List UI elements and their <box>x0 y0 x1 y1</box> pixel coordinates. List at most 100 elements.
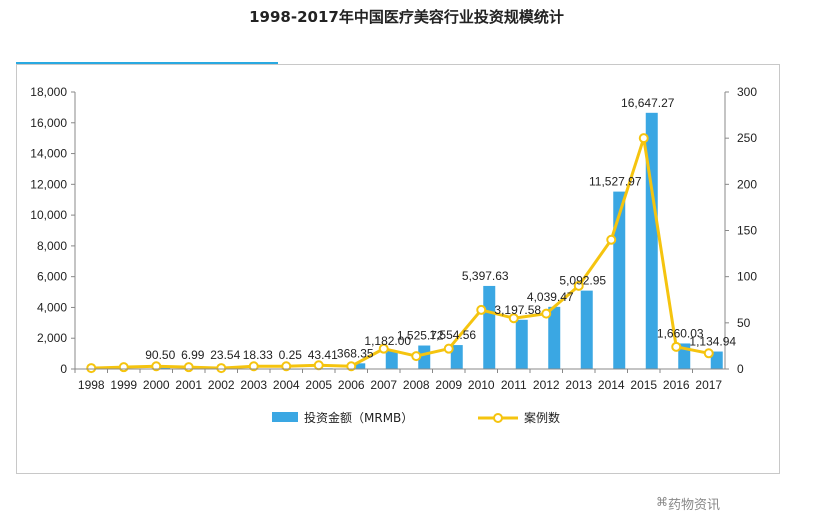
x-tick-label: 2011 <box>501 378 527 392</box>
bar-value-label: 1,134.94 <box>689 335 736 349</box>
y-right-tick-label: 150 <box>737 224 757 238</box>
line-marker <box>703 348 714 359</box>
line-marker <box>86 363 97 374</box>
bar-value-label: 6.99 <box>181 348 205 362</box>
line-marker <box>151 361 162 372</box>
x-tick-label: 2001 <box>175 378 202 392</box>
x-tick-label: 2017 <box>695 378 722 392</box>
bar-value-label: 16,647.27 <box>621 96 675 110</box>
line-marker <box>183 362 194 373</box>
y-right-tick-label: 200 <box>737 177 757 191</box>
legend: 投资金额（MRMB） 案例数 <box>272 410 560 425</box>
x-tick-label: 2009 <box>435 378 462 392</box>
bar-value-label: 3,197.58 <box>494 303 541 317</box>
bar <box>158 367 171 369</box>
bar-value-label: 43.41 <box>308 348 338 362</box>
y-right-tick-label: 0 <box>737 362 744 376</box>
y-left-tick-label: 8,000 <box>37 239 67 253</box>
line-marker <box>281 361 292 372</box>
legend-bar-swatch <box>272 412 298 422</box>
x-tick-label: 1999 <box>110 378 137 392</box>
data-labels: 90.50 6.99 23.54 18.33 0.25 43.41 368.351,182.… <box>145 96 736 362</box>
x-tick-label: 2016 <box>663 378 690 392</box>
y-left-tick-label: 14,000 <box>30 147 67 161</box>
bar-value-label: 4,039.47 <box>527 290 574 304</box>
y-left-tick-label: 0 <box>60 362 67 376</box>
wechat-icon: ⌘ <box>656 495 668 509</box>
legend-bar-label: 投资金额（MRMB） <box>304 410 413 425</box>
page-title: 1998-2017年中国医疗美容行业投资规模统计 <box>249 8 564 26</box>
line-marker <box>541 308 552 319</box>
line-path <box>91 136 710 370</box>
bar-value-label: 23.54 <box>210 348 240 362</box>
x-tick-label: 2007 <box>370 378 397 392</box>
bar <box>353 363 366 369</box>
line-marker <box>476 304 487 315</box>
y-left-tick-label: 6,000 <box>37 270 67 284</box>
bar-value-label: 1,660.03 <box>657 326 704 340</box>
legend-line-label: 案例数 <box>524 410 560 425</box>
y-left-tick-label: 10,000 <box>30 208 67 222</box>
bar <box>450 345 463 369</box>
y-right-tick-label: 250 <box>737 131 757 145</box>
bar <box>483 285 496 369</box>
bar-value-label: 5,092.95 <box>559 274 606 288</box>
line-marker <box>411 351 422 362</box>
x-tick-label: 2012 <box>533 378 560 392</box>
line-marker <box>638 133 649 144</box>
x-tick-label: 1998 <box>78 378 105 392</box>
x-tick-label: 2002 <box>208 378 235 392</box>
line-marker <box>443 343 454 354</box>
line-marker <box>216 363 227 374</box>
y-right-tick-label: 300 <box>737 85 757 99</box>
line-marker <box>248 361 259 372</box>
bar-value-label: 90.50 <box>145 348 175 362</box>
watermark: 药物资讯 <box>668 498 721 513</box>
line-series <box>86 133 714 374</box>
line-marker <box>573 280 584 291</box>
bar <box>613 191 626 369</box>
legend-line-marker <box>493 413 503 423</box>
bar-series <box>158 112 723 370</box>
bar-value-label: 368.35 <box>337 346 374 360</box>
line-marker <box>346 361 357 372</box>
line-marker <box>313 360 324 371</box>
bar-value-label: 18.33 <box>243 348 273 362</box>
line-marker <box>671 341 682 352</box>
x-tick-label: 2015 <box>630 378 657 392</box>
y-right-tick-label: 50 <box>737 316 751 330</box>
bar-value-label: 1,182.00 <box>364 334 411 348</box>
x-tick-label: 2000 <box>143 378 170 392</box>
line-marker <box>606 234 617 245</box>
bar-value-label: 11,527.97 <box>589 175 642 189</box>
line-marker <box>378 343 389 354</box>
y-left-tick-label: 16,000 <box>30 116 67 130</box>
y-left-tick-label: 2,000 <box>37 331 67 345</box>
x-tick-label: 2006 <box>338 378 365 392</box>
bar <box>710 351 723 369</box>
x-tick-label: 2003 <box>240 378 267 392</box>
x-tick-label: 2008 <box>403 378 430 392</box>
y-right-tick-label: 100 <box>737 270 757 284</box>
bar <box>580 290 593 369</box>
title-accent-line <box>16 62 278 65</box>
y-left-tick-label: 18,000 <box>30 85 67 99</box>
bar-value-label: 5,397.63 <box>462 269 509 283</box>
bar <box>385 350 398 369</box>
line-marker <box>118 362 129 373</box>
x-tick-label: 2005 <box>305 378 332 392</box>
bar <box>548 306 561 369</box>
axes: 0 2,000 4,000 6,000 8,000 10,000 12,000 14,000 1… <box>30 85 757 392</box>
x-tick-label: 2010 <box>468 378 495 392</box>
x-tick-label: 2004 <box>273 378 300 392</box>
bar-value-label: 1,554.56 <box>429 328 476 342</box>
y-left-tick-label: 4,000 <box>37 300 67 314</box>
bar <box>418 345 431 369</box>
x-tick-label: 2013 <box>565 378 592 392</box>
bar-value-label: 0.25 <box>279 348 303 362</box>
y-left-tick-label: 12,000 <box>30 177 67 191</box>
line-marker <box>508 313 519 324</box>
x-tick-label: 2014 <box>598 378 625 392</box>
bar <box>515 319 528 369</box>
